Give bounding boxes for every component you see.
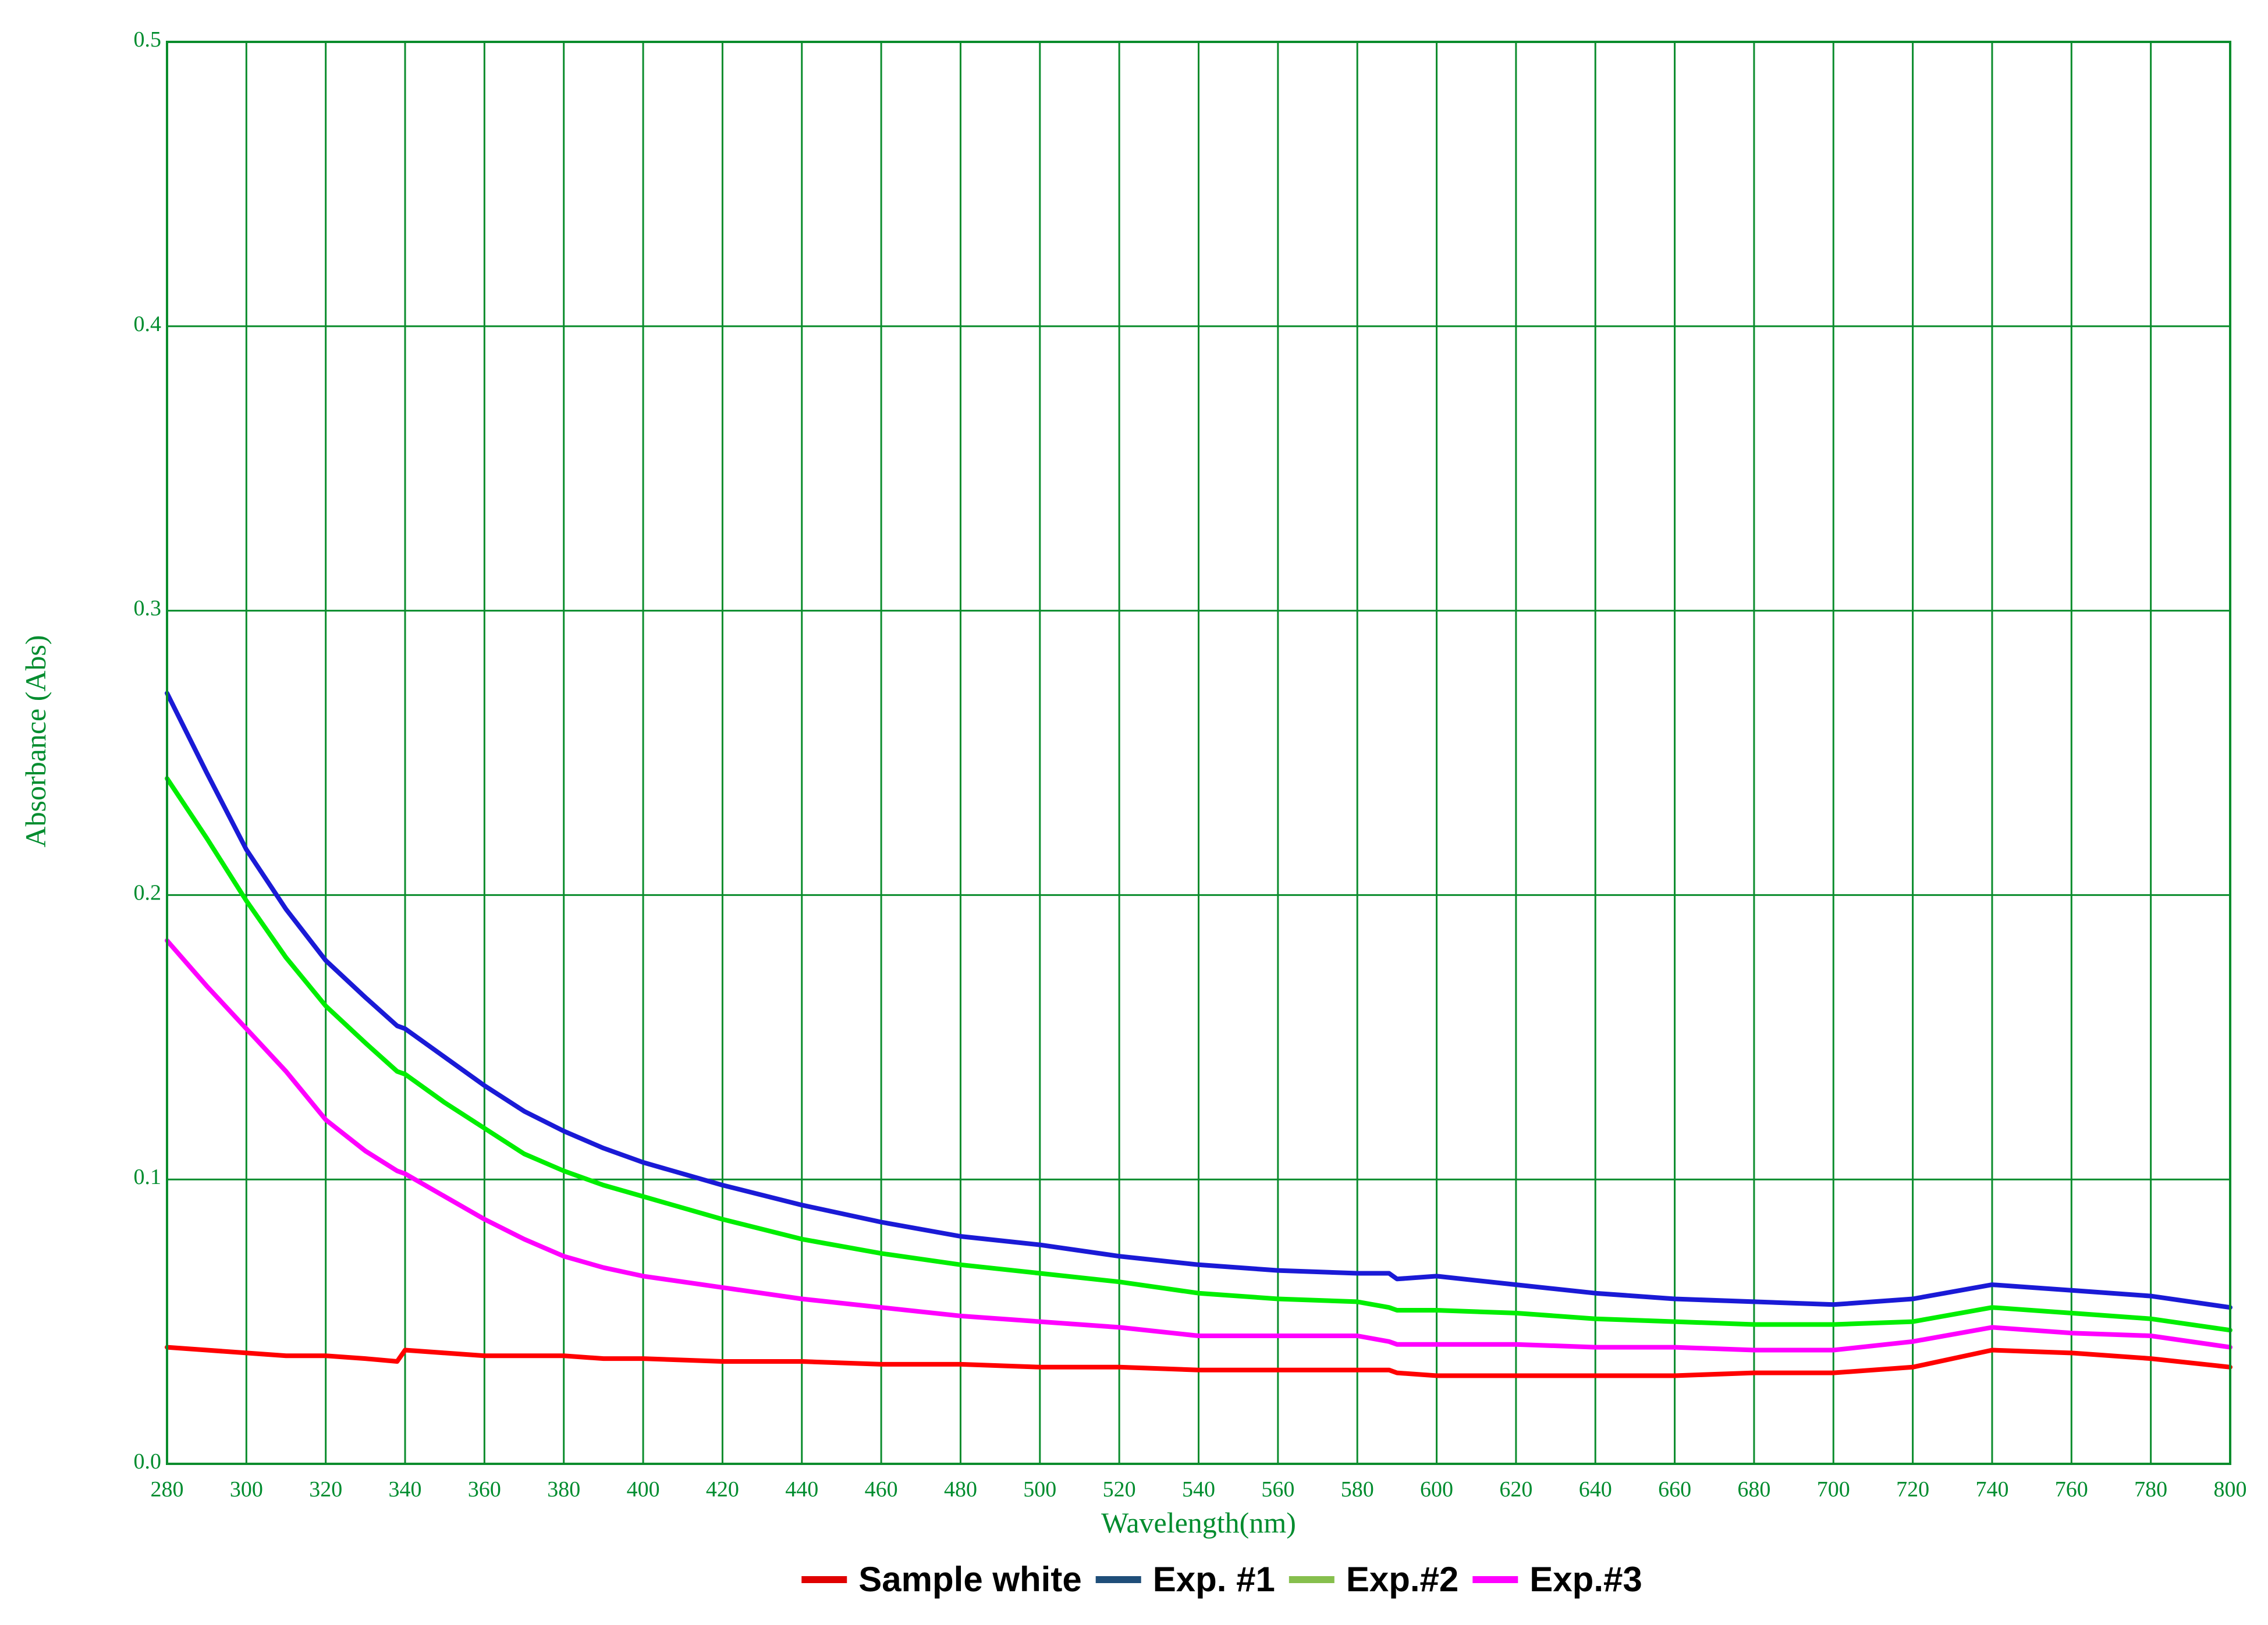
- series-lines: [165, 691, 2232, 1378]
- x-tick-label: 720: [1896, 1477, 1929, 1502]
- x-tick-label: 600: [1420, 1477, 1453, 1502]
- series-line-3: [165, 938, 2232, 1353]
- x-tick-label: 620: [1499, 1477, 1532, 1502]
- x-tick-label: 380: [547, 1477, 580, 1502]
- x-tick-label: 500: [1023, 1477, 1056, 1502]
- x-tick-label: 640: [1579, 1477, 1612, 1502]
- x-tick-label: 560: [1261, 1477, 1294, 1502]
- x-tick-label: 460: [865, 1477, 898, 1502]
- y-tick-label: 0.2: [134, 880, 162, 905]
- y-tick-labels: 0.0 0.1 0.2 0.3 0.4 0.5: [134, 27, 162, 1474]
- y-tick-label: 0.0: [134, 1449, 162, 1474]
- x-tick-label: 680: [1737, 1477, 1770, 1502]
- y-tick-label: 0.1: [134, 1165, 162, 1189]
- x-tick-label: 660: [1658, 1477, 1691, 1502]
- x-tick-label: 760: [2055, 1477, 2088, 1502]
- y-tick-label: 0.3: [134, 596, 162, 621]
- x-tick-label: 300: [230, 1477, 263, 1502]
- x-tick-label: 400: [627, 1477, 660, 1502]
- legend-label-2: Exp.#2: [1346, 1560, 1458, 1599]
- x-tick-label: 540: [1182, 1477, 1215, 1502]
- y-tick-label: 0.5: [134, 27, 162, 52]
- series-line-1: [165, 691, 2232, 1310]
- grid: [166, 41, 2231, 1465]
- legend-label-3: Exp.#3: [1529, 1560, 1642, 1599]
- x-tick-label: 420: [706, 1477, 739, 1502]
- plot-frame: [166, 41, 2231, 1465]
- x-tick-label: 320: [309, 1477, 342, 1502]
- x-tick-label: 520: [1103, 1477, 1136, 1502]
- x-tick-label: 480: [944, 1477, 977, 1502]
- x-axis-title: Wavelength(nm): [1101, 1506, 1296, 1539]
- x-tick-label: 780: [2134, 1477, 2167, 1502]
- series-line-2: [165, 776, 2232, 1333]
- x-tick-label: 360: [468, 1477, 501, 1502]
- x-tick-label: 740: [1975, 1477, 2008, 1502]
- x-tick-label: 440: [785, 1477, 818, 1502]
- y-tick-label: 0.4: [134, 312, 162, 336]
- x-tick-label: 280: [151, 1477, 184, 1502]
- legend-label-1: Exp. #1: [1153, 1560, 1275, 1599]
- series-line-0: [165, 1345, 2232, 1378]
- x-tick-label: 580: [1341, 1477, 1374, 1502]
- y-axis-title: Absorbance (Abs): [19, 635, 52, 847]
- x-tick-label: 800: [2214, 1477, 2247, 1502]
- x-tick-label: 340: [389, 1477, 422, 1502]
- legend: Sample white Exp. #1 Exp.#2 Exp.#3: [801, 1560, 1642, 1599]
- legend-label-0: Sample white: [858, 1560, 1081, 1599]
- x-tick-label: 700: [1817, 1477, 1850, 1502]
- x-tick-labels: 280 300 320 340 360 380 400 420 440 460 480 500 520 5…: [151, 1477, 2247, 1502]
